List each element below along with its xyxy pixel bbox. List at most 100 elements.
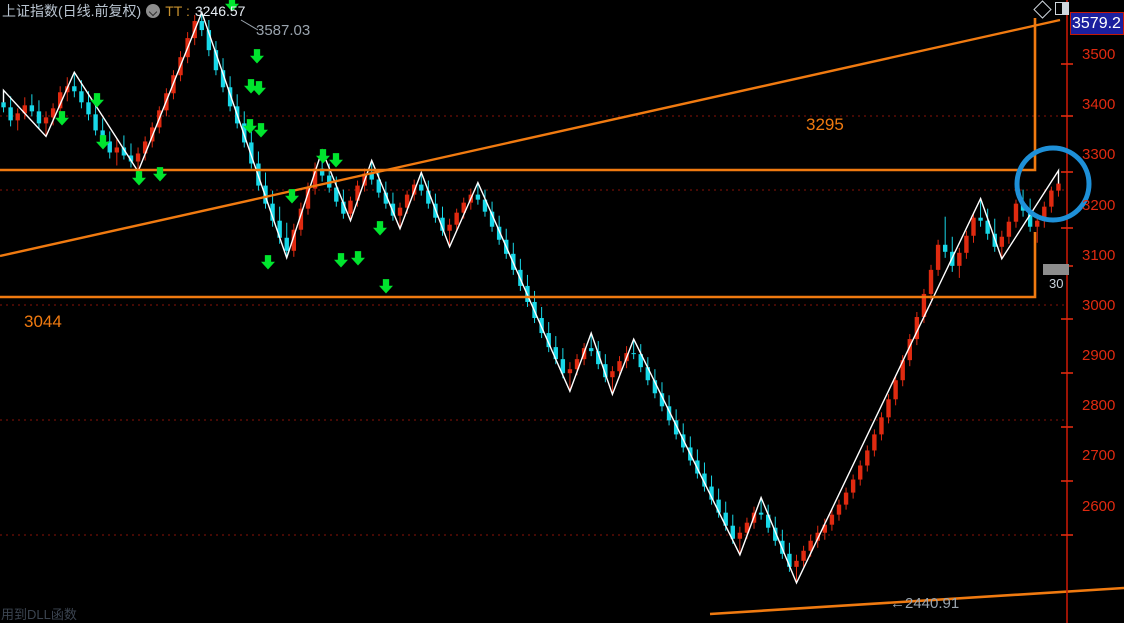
candle-body [673, 420, 679, 435]
sell-arrow-icon[interactable] [254, 123, 268, 138]
price-axis-tick-3500: 3500 [1082, 46, 1116, 64]
candle-body [454, 212, 459, 225]
candle-body [199, 21, 204, 31]
candle-body [390, 203, 396, 216]
swing-high-label: 3587.03 [256, 22, 311, 39]
candle-body [1013, 203, 1019, 222]
candle-body [815, 532, 820, 541]
clipped-price-label: 30 [1049, 276, 1064, 291]
price-axis-tick-3300: 3300 [1082, 146, 1116, 164]
candle-body [22, 105, 27, 114]
candle-body [277, 220, 282, 238]
candle-body [935, 244, 941, 270]
candle-body [914, 317, 920, 340]
indicator-label: TT : [165, 3, 190, 19]
candle-body [93, 114, 98, 131]
candle-body [8, 107, 13, 121]
status-text: 用到DLL函数 [1, 607, 77, 622]
candle-body [298, 208, 304, 230]
candle-body [744, 522, 750, 533]
split-panel-icon[interactable] [1055, 2, 1069, 15]
sell-arrow-icon[interactable] [132, 171, 147, 186]
candle-body [716, 499, 721, 513]
candle-body [355, 185, 360, 201]
sell-arrow-icon[interactable] [55, 111, 69, 126]
candle-body [426, 190, 431, 204]
sell-arrow-icon[interactable] [225, 0, 239, 12]
candle-body [397, 207, 403, 216]
candle-body [978, 217, 983, 221]
candle-body [659, 393, 665, 407]
sell-arrow-icon[interactable] [261, 255, 275, 270]
candle-body [86, 102, 91, 115]
candle-body [227, 87, 233, 107]
candle-body [865, 450, 870, 466]
sell-arrow-icon[interactable] [243, 119, 257, 134]
sell-arrow-icon[interactable] [90, 93, 104, 108]
candle-body [72, 86, 77, 92]
candle-body [907, 339, 912, 361]
candle-body [702, 473, 707, 487]
candle-body [723, 512, 728, 526]
candle-body [617, 361, 622, 372]
candle-body [765, 514, 771, 528]
candle-body [964, 235, 969, 253]
symbol-title[interactable]: 上证指数(日线.前复权) [2, 3, 142, 19]
price-axis-tick-2800: 2800 [1082, 397, 1116, 415]
sell-arrow-icon[interactable] [252, 81, 266, 96]
candle-body [1042, 206, 1047, 221]
candle-body [822, 524, 828, 533]
sell-arrow-icon[interactable] [334, 253, 348, 268]
candle-body [270, 203, 275, 221]
candle-body [758, 512, 764, 515]
candle-body [603, 364, 608, 378]
sell-signal-arrows[interactable] [55, 0, 393, 294]
candle-body [588, 348, 594, 352]
support-level-3044[interactable] [0, 232, 1037, 299]
resistance-level-3295[interactable] [0, 18, 1037, 172]
sell-arrow-icon[interactable] [379, 279, 393, 294]
candle-body [985, 220, 990, 234]
sell-arrow-icon[interactable] [285, 189, 299, 204]
candle-body [638, 354, 643, 368]
sell-arrow-icon[interactable] [316, 149, 330, 164]
candle-body [447, 224, 452, 231]
candle-body [1027, 210, 1033, 227]
candle-body [900, 360, 905, 381]
candle-body [596, 351, 601, 365]
candle-body [135, 153, 141, 162]
candle-body [928, 269, 934, 294]
sell-arrow-icon[interactable] [373, 221, 387, 236]
candle-body [921, 293, 927, 318]
candle-body [1035, 220, 1040, 227]
candle-body [886, 399, 891, 418]
candle-body [334, 187, 339, 202]
candle-body [942, 244, 948, 252]
price-axis-ticks [1061, 63, 1073, 536]
candle-body [249, 142, 254, 164]
candle-body [461, 202, 466, 213]
candle-body [850, 479, 856, 493]
lower-rising-trendline[interactable] [709, 586, 1124, 616]
price-marker-flag[interactable] [1043, 264, 1069, 275]
sell-arrow-icon[interactable] [329, 153, 343, 168]
candle-body [737, 532, 743, 539]
candle-body [645, 367, 651, 381]
candle-body [489, 211, 495, 227]
candle-body [879, 417, 884, 435]
candle-body [220, 70, 226, 88]
sell-arrow-icon[interactable] [96, 135, 110, 150]
sell-arrow-icon[interactable] [244, 79, 258, 94]
upper-rising-trendline[interactable] [0, 18, 1061, 258]
price-axis-tick-2600: 2600 [1082, 497, 1116, 515]
sell-arrow-icon[interactable] [351, 251, 365, 266]
breakout-highlight-circle[interactable] [1014, 145, 1092, 223]
sell-arrow-icon[interactable] [250, 49, 264, 64]
candle-body [794, 560, 799, 567]
candle-body [142, 141, 148, 154]
candle-body [553, 347, 558, 360]
sell-arrow-icon[interactable] [153, 167, 168, 182]
candle-body [957, 252, 962, 266]
chevron-down-circle-icon[interactable] [146, 4, 161, 18]
